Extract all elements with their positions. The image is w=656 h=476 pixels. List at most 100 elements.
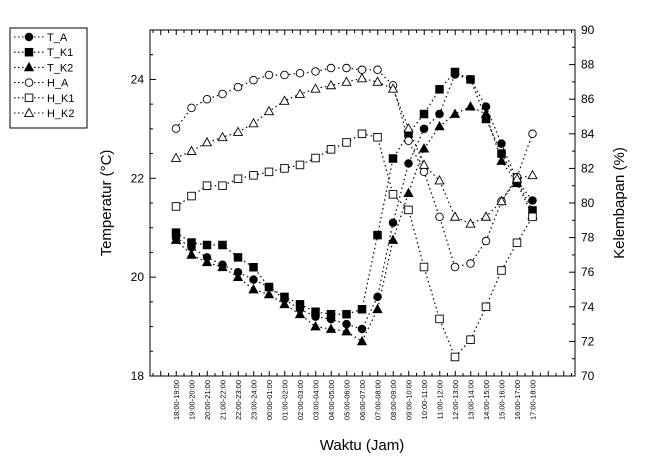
data-point [248,283,259,294]
data-point [466,259,475,268]
data-point [449,211,461,221]
series-layer [170,63,538,362]
data-point [434,174,445,185]
y2-tick-label: 72 [581,334,595,348]
series-t-k2 [170,101,538,346]
data-point [497,139,506,148]
data-point [496,195,507,206]
legend-marker [23,107,35,117]
data-point [310,321,321,331]
data-point [356,335,368,346]
legend-item: T_A [14,32,68,44]
x-tick-label: 13:00-14:00 [467,380,476,420]
data-point [326,63,336,73]
y2-tick-label: 90 [581,23,595,37]
x-tick-label: 16:00-17:00 [513,380,522,420]
data-point [466,335,475,344]
data-point [419,262,429,272]
x-tick-label: 04:00-05:00 [327,380,336,420]
data-point [434,120,445,131]
data-point [233,174,243,184]
data-point [310,83,321,93]
data-point [294,308,306,319]
data-point [419,124,429,134]
data-point [373,230,382,240]
data-point [263,105,275,116]
series-line [175,67,534,268]
data-point [356,72,368,83]
x-axis-title: Waktu (Jam) [320,437,404,454]
legend-label: T_K1 [47,47,73,59]
data-point [326,309,336,319]
data-point [480,211,492,221]
series-t-k1 [171,67,537,319]
series-line [175,71,534,315]
data-point [449,108,461,118]
data-point [496,155,507,165]
data-point [249,263,258,272]
legend-label: H_K2 [47,108,75,120]
data-point [373,65,382,75]
data-point [404,205,413,215]
data-point [403,123,414,133]
data-point [497,266,506,275]
series-line [175,73,533,330]
data-point [388,154,398,163]
legend-label: H_A [47,78,69,90]
data-point [280,164,289,173]
data-point [187,191,196,201]
data-point [528,129,537,139]
data-point [341,76,352,86]
series-t-a [171,70,537,334]
legend-marker [24,78,34,87]
y2-tick-label: 82 [581,161,595,175]
data-point [187,238,196,247]
data-point [218,89,227,99]
data-point [171,124,181,133]
data-point [249,275,258,284]
data-point [403,187,414,197]
data-point [279,95,290,105]
data-point [279,298,290,309]
data-point [511,173,523,183]
data-point [527,169,538,180]
x-tick-label: 19:00-20:00 [188,380,197,420]
data-point [435,109,444,119]
data-point [372,76,383,86]
series-line [175,133,534,359]
data-point [357,129,367,139]
data-point [357,324,367,334]
series-h-k2 [170,72,538,228]
data-point [512,238,522,248]
data-point [341,325,352,336]
data-point [201,136,213,147]
data-point [435,314,444,324]
data-point [311,153,320,163]
x-tick-label: 12:00-13:00 [451,380,460,420]
legend-box [9,27,88,129]
y2-tick-label: 70 [581,369,595,383]
data-point [418,159,430,169]
x-tick-label: 17:00-18:00 [529,380,538,420]
data-point [201,256,213,267]
data-point [342,309,351,319]
legend-item: H_K2 [14,107,75,120]
series-line [175,77,533,225]
data-point [419,109,429,119]
y2-tick-label: 88 [581,58,595,72]
data-point [233,253,243,262]
legend-label: T_K2 [47,62,73,74]
data-point [373,133,382,142]
data-point [465,218,476,228]
y2-axis-title: Kelembapan (%) [611,147,628,259]
data-point [450,67,460,77]
x-tick-label: 09:00-10:00 [405,380,414,420]
data-point [186,145,197,155]
data-point [264,70,274,80]
data-point [435,212,444,222]
x-tick-label: 08:00-09:00 [389,380,398,420]
data-point [418,143,430,153]
x-tick-label: 00:00-01:00 [265,380,274,420]
legend-marker [24,32,34,42]
